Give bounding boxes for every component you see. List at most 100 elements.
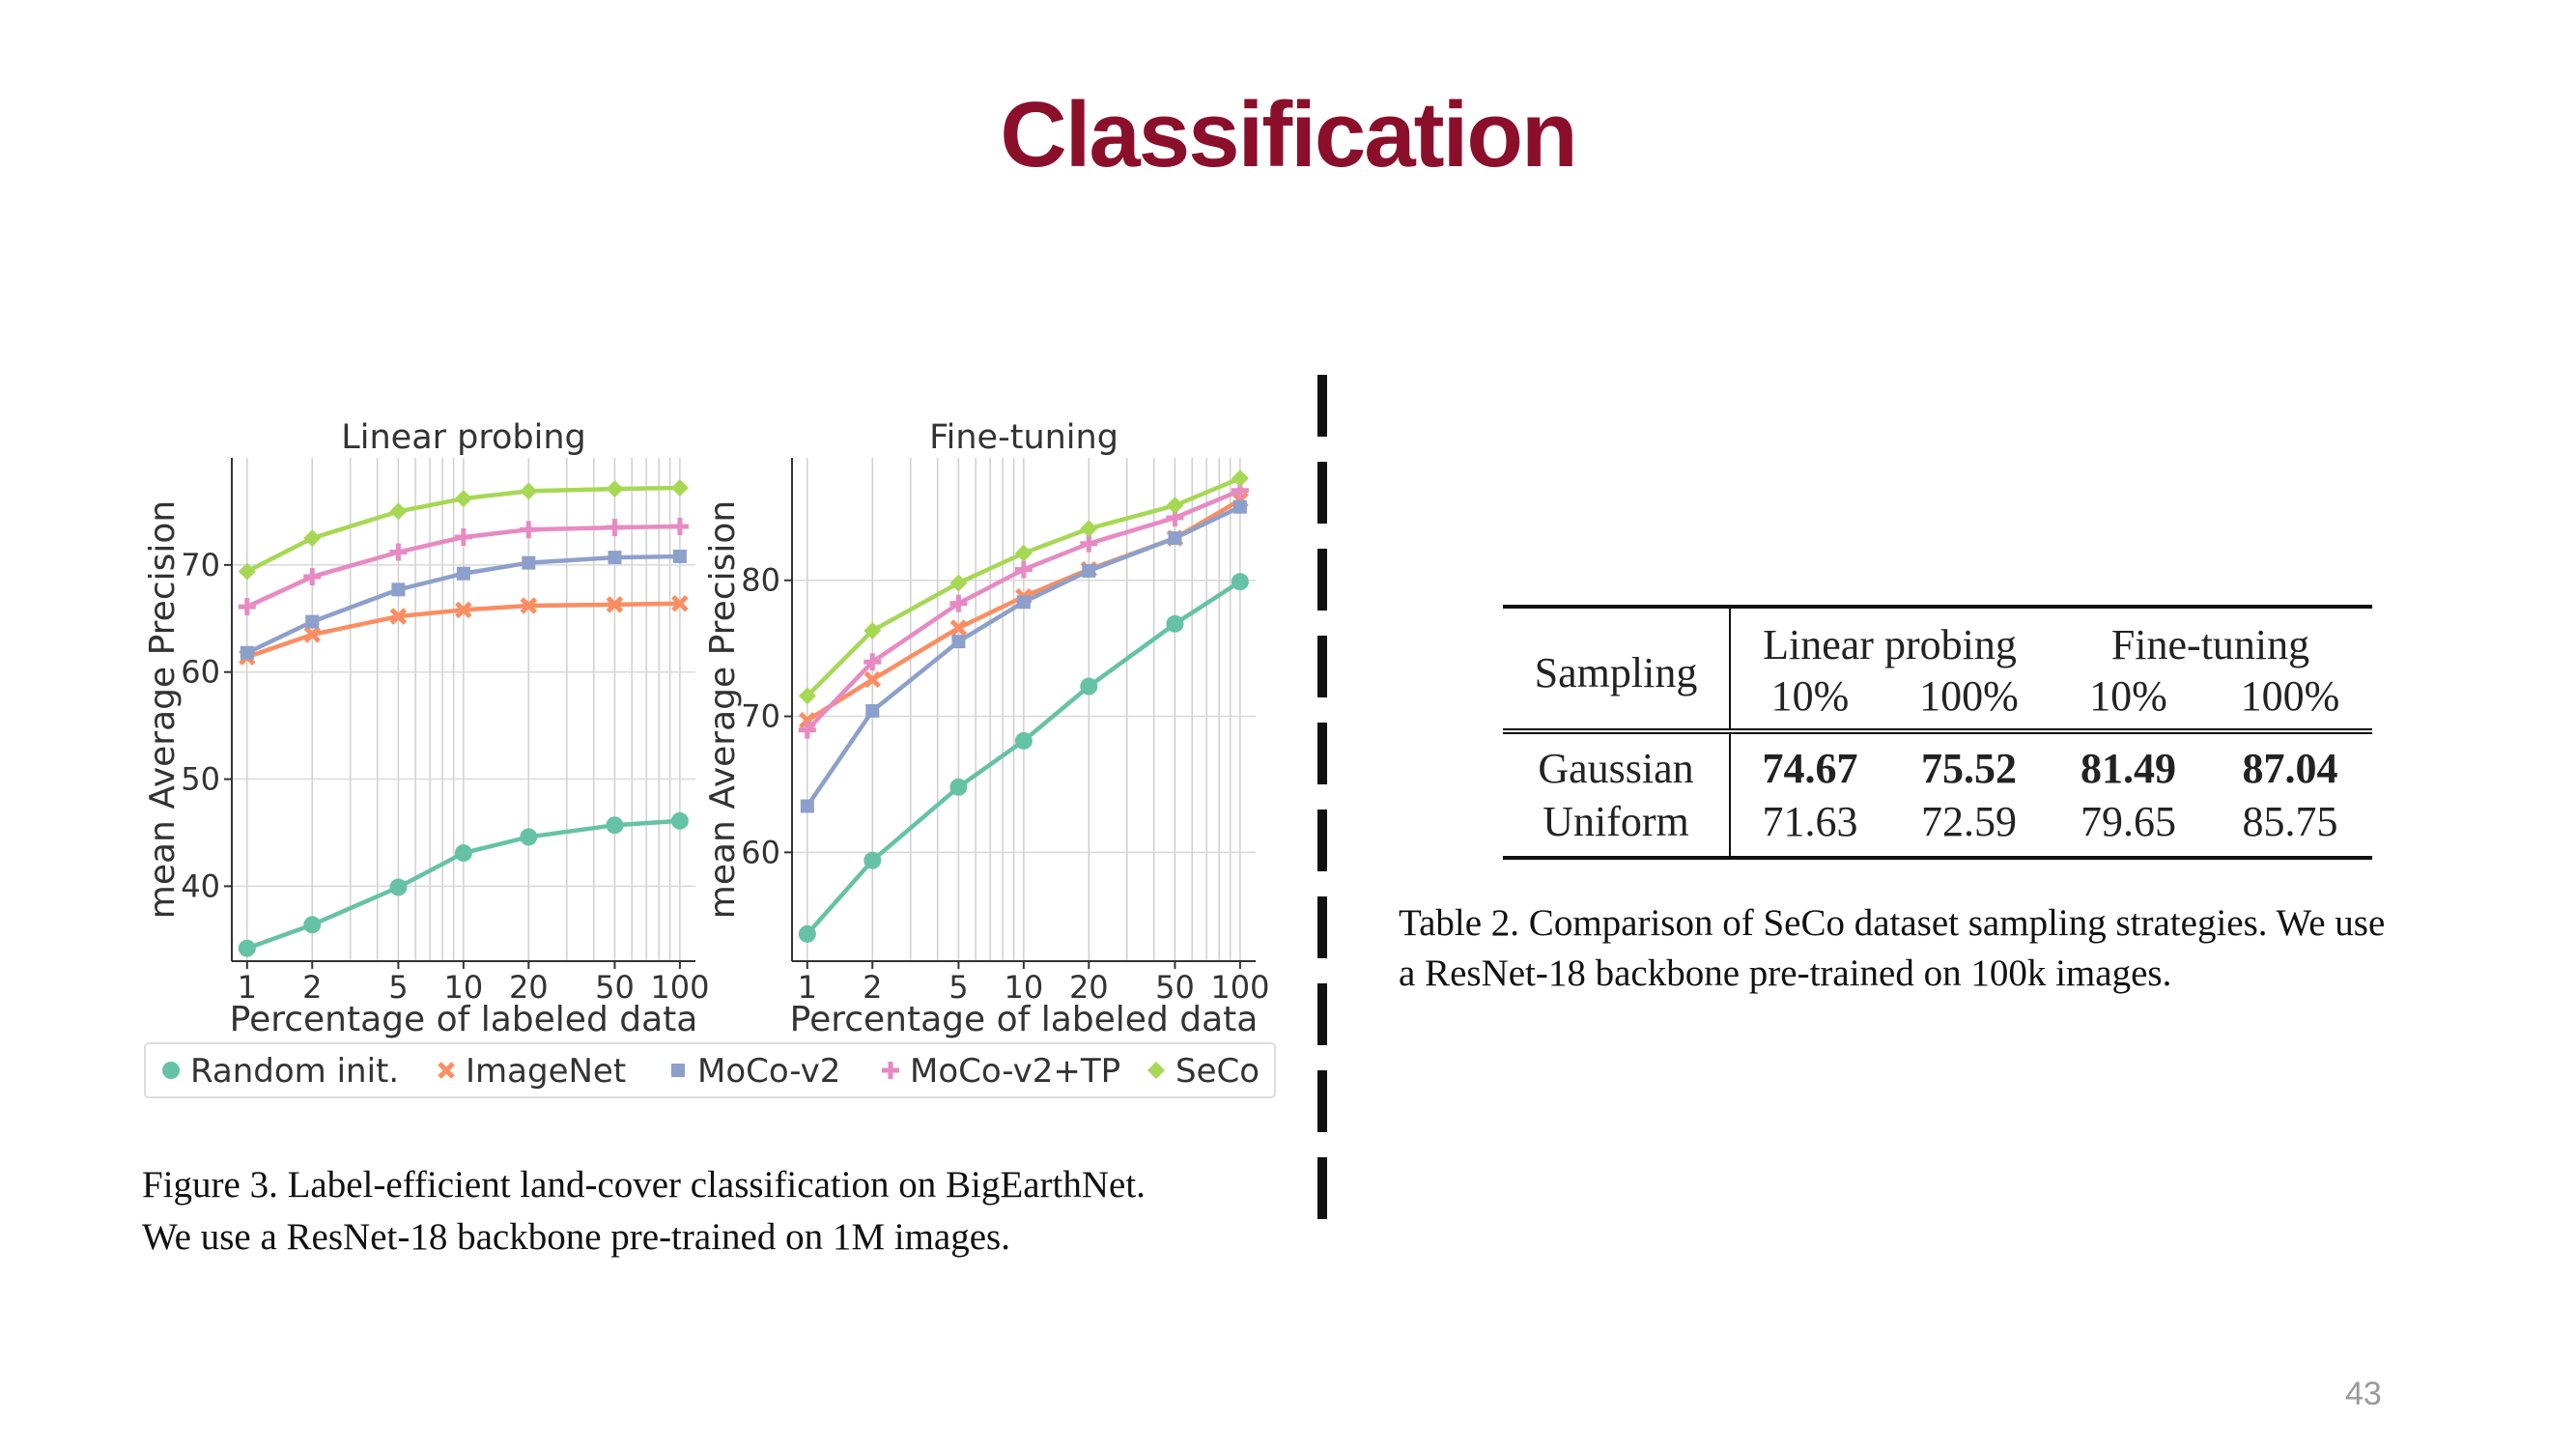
- x-tick-label: 2: [863, 969, 882, 1006]
- legend-box: [144, 1042, 1276, 1098]
- data-point-stroke: [389, 608, 408, 625]
- table-row: Uniform 71.63 72.59 79.65 85.75: [1503, 793, 2372, 858]
- data-point: [303, 916, 322, 934]
- data-point-shape: [454, 844, 472, 863]
- header-subcol: 10%: [1770, 672, 1850, 720]
- data-point-shape: [305, 614, 320, 629]
- data-point: [240, 645, 254, 660]
- figure-caption-line-1: Figure 3. Label-efficient land-cover cla…: [142, 1164, 1146, 1206]
- data-point: [389, 502, 408, 521]
- data-point: [238, 939, 256, 957]
- x-tick-label: 5: [388, 969, 408, 1006]
- data-point: [1014, 544, 1033, 562]
- row-label: Uniform: [1503, 793, 1731, 858]
- data-point: [670, 479, 689, 497]
- data-point: [798, 924, 816, 943]
- data-point: [238, 562, 256, 581]
- x-tick-label: 50: [1155, 969, 1195, 1006]
- table-caption-line-1: Table 2. Comparison of SeCo dataset samp…: [1399, 902, 2386, 944]
- legend-marker: [438, 1062, 455, 1079]
- header-subcol: 100%: [2240, 672, 2340, 720]
- legend-marker-shape: [1147, 1062, 1165, 1079]
- data-point: [303, 626, 322, 643]
- x-tick-label: 10: [1004, 969, 1043, 1006]
- data-point: [1166, 497, 1184, 515]
- data-point: [520, 597, 538, 614]
- x-tick-label: 100: [1210, 969, 1269, 1006]
- data-point: [389, 608, 408, 625]
- header-fine-tuning: Fine-tuning: [2110, 621, 2310, 668]
- x-tick-label: 1: [238, 969, 257, 1006]
- x-tick-label: 20: [509, 969, 549, 1006]
- data-point-shape: [863, 621, 882, 639]
- data-point: [454, 528, 472, 547]
- data-point: [670, 517, 689, 535]
- data-point: [949, 778, 968, 796]
- legend-label: Random init.: [190, 1052, 399, 1091]
- dashed-divider: [1317, 375, 1327, 1239]
- data-point: [1232, 499, 1247, 514]
- data-point: [606, 816, 624, 835]
- x-tick-label: 5: [948, 969, 968, 1006]
- figure-caption: Figure 3. Label-efficient land-cover cla…: [142, 1159, 1301, 1264]
- data-point: [520, 828, 538, 846]
- table-cell: 72.59: [1921, 798, 2017, 845]
- data-point: [798, 687, 816, 705]
- x-tick-label: 10: [443, 969, 483, 1006]
- data-point: [303, 529, 322, 548]
- data-point: [863, 653, 882, 671]
- data-point: [454, 844, 472, 863]
- table-cell: 79.65: [2081, 798, 2176, 845]
- legend-marker-shape: [671, 1064, 685, 1077]
- x-tick-label: 50: [595, 969, 635, 1006]
- data-point-shape: [238, 939, 256, 957]
- legend-marker: [1147, 1062, 1165, 1079]
- x-tick-label: 20: [1069, 969, 1109, 1006]
- data-point-shape: [1080, 520, 1098, 538]
- chart-title: Fine-tuning: [929, 418, 1118, 457]
- table-caption-line-2: a ResNet-18 backbone pre-trained on 100k…: [1399, 952, 2172, 994]
- x-tick-label: 2: [302, 969, 322, 1006]
- data-point-shape: [1166, 614, 1184, 633]
- data-point-stroke: [863, 670, 882, 689]
- data-point: [454, 490, 472, 508]
- data-point: [798, 721, 816, 739]
- header-subcol: 100%: [1919, 672, 2019, 720]
- y-tick-label: 50: [181, 761, 220, 798]
- header-linear-probing: Linear probing: [1763, 621, 2017, 668]
- data-point-stroke: [606, 596, 624, 613]
- data-point-shape: [456, 566, 470, 581]
- data-point-shape: [1014, 731, 1033, 750]
- data-point: [520, 521, 538, 539]
- data-point-shape: [865, 703, 880, 718]
- y-axis-label: mean Average Precision: [703, 500, 743, 919]
- data-point: [1080, 677, 1098, 696]
- data-point: [863, 670, 882, 689]
- data-point: [1080, 534, 1098, 553]
- header-subcol: 10%: [2089, 672, 2167, 720]
- table-cell: 74.67: [1762, 745, 1858, 792]
- data-point: [949, 619, 968, 637]
- data-point-shape: [670, 479, 689, 497]
- data-point-shape: [606, 816, 624, 835]
- chart-title: Linear probing: [341, 418, 586, 457]
- data-point: [389, 878, 408, 896]
- data-point-shape: [1080, 677, 1098, 696]
- data-point: [800, 799, 814, 813]
- data-point-shape: [303, 916, 322, 934]
- data-point-shape: [670, 811, 689, 830]
- data-point: [1231, 573, 1249, 591]
- data-point-shape: [1166, 497, 1184, 515]
- data-point: [1014, 560, 1033, 579]
- legend-label: SeCo: [1175, 1052, 1260, 1091]
- table-cell: 75.52: [1921, 745, 2017, 792]
- y-tick-label: 60: [741, 834, 780, 870]
- y-tick-label: 40: [181, 867, 220, 904]
- data-point: [456, 566, 470, 581]
- table-row: Gaussian 74.67 75.52 81.49 87.04: [1503, 731, 2372, 793]
- legend-marker-stroke: [438, 1062, 455, 1079]
- data-point-shape: [608, 551, 622, 565]
- legend-marker-shape: [162, 1062, 180, 1079]
- data-point: [520, 482, 538, 500]
- data-point: [606, 480, 624, 498]
